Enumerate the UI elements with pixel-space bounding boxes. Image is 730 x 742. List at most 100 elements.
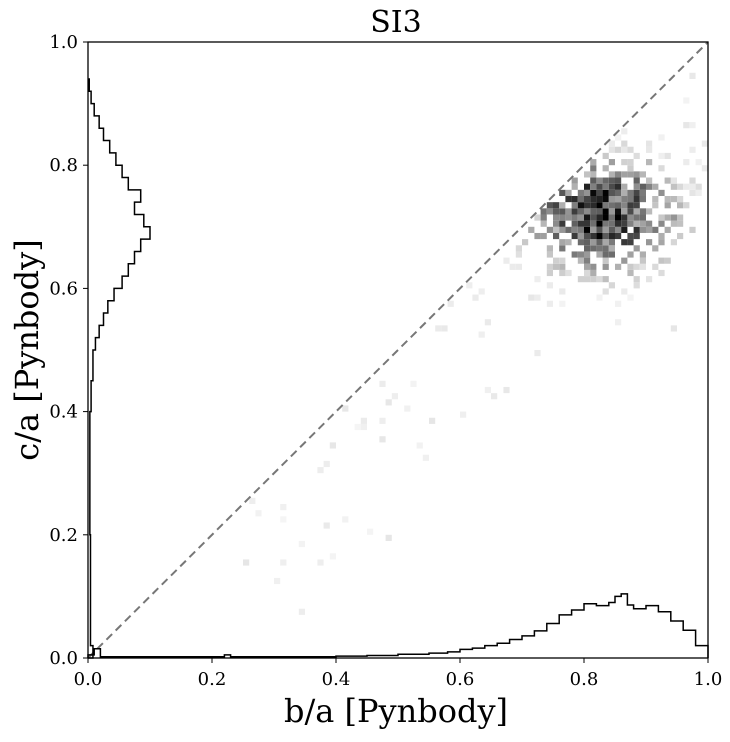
heatmap-cell: [677, 214, 684, 221]
heatmap-cell: [608, 183, 615, 190]
heatmap-cell: [596, 245, 603, 252]
heatmap-cell: [627, 202, 634, 209]
heatmap-cell: [317, 559, 324, 566]
y-axis-label: c/a [Pynbody]: [8, 239, 46, 460]
heatmap-cell: [633, 226, 640, 233]
heatmap-cell: [627, 269, 634, 277]
heatmap-cell: [584, 269, 591, 277]
heatmap-cell: [596, 226, 603, 233]
heatmap-cell: [602, 189, 609, 196]
heatmap-cell: [633, 208, 640, 215]
x-tick-label: 0.2: [198, 669, 227, 690]
heatmap-cell: [534, 276, 541, 283]
heatmap-cell: [627, 189, 634, 196]
heatmap-cell: [571, 196, 578, 203]
heatmap-cell: [658, 214, 665, 221]
heatmap-cell: [695, 159, 702, 166]
x-tick-label: 0.8: [570, 669, 599, 690]
heatmap-cell: [584, 232, 591, 240]
heatmap-cell: [652, 183, 659, 190]
heatmap-cell: [677, 220, 684, 227]
heatmap-cell: [590, 232, 597, 240]
heatmap-cell: [633, 276, 640, 283]
diagonal-layer: [87, 41, 709, 659]
heatmap-cell: [584, 202, 591, 209]
heatmap-cell: [584, 220, 591, 227]
heatmap-cell: [559, 257, 566, 264]
heatmap-cell: [608, 177, 615, 184]
heatmap-cell: [484, 319, 491, 326]
heatmap-cell: [615, 177, 622, 184]
heatmap-cell: [602, 183, 609, 190]
heatmap-cell: [664, 202, 671, 209]
heatmap-cell: [621, 214, 628, 221]
heatmap-cell: [584, 183, 591, 190]
heatmap-cell: [565, 208, 572, 215]
heatmap-cell: [633, 196, 640, 203]
heatmap-cell: [571, 220, 578, 227]
heatmap-cell: [639, 220, 646, 227]
heatmap-cell: [323, 522, 330, 529]
heatmap-cell: [571, 226, 578, 233]
heatmap-cell: [559, 245, 566, 252]
heatmap-cell: [689, 122, 696, 129]
heatmap-cell: [652, 226, 659, 233]
heatmap-cell: [379, 436, 386, 443]
heatmap-cell: [658, 232, 665, 240]
heatmap-cell: [515, 251, 522, 258]
heatmap-cell: [515, 245, 522, 252]
heatmap-cell: [627, 146, 634, 153]
heatmap-cell: [559, 220, 566, 227]
heatmap-cell: [627, 196, 634, 203]
heatmap-cell: [633, 202, 640, 209]
heatmap-cell: [584, 263, 591, 270]
heatmap-cell: [491, 393, 498, 400]
heatmap-cell: [639, 208, 646, 215]
x-tick-label: 0.6: [446, 669, 475, 690]
heatmap-cell: [590, 226, 597, 233]
heatmap-cell: [243, 559, 250, 566]
heatmap-cell: [472, 294, 479, 301]
heatmap-cell: [608, 146, 615, 153]
heatmap-cell: [621, 128, 628, 135]
heatmap-cell: [429, 417, 436, 424]
heatmap-cell: [534, 214, 541, 221]
heatmap-cell: [596, 177, 603, 184]
marginal-layer: [87, 78, 709, 659]
heatmap-cell: [553, 202, 560, 209]
heatmap-cell: [596, 214, 603, 221]
heatmap-cell: [670, 183, 677, 190]
heatmap-cell: [621, 146, 628, 153]
x-axis-label: b/a [Pynbody]: [284, 692, 508, 730]
heatmap-cell: [596, 251, 603, 258]
heatmap-cell: [608, 239, 615, 246]
heatmap-cell: [608, 208, 615, 215]
heatmap-cell: [633, 263, 640, 270]
heatmap-cell: [596, 294, 603, 301]
heatmap-cell: [639, 226, 646, 233]
heatmap-cell: [342, 516, 349, 523]
heatmap-cell: [280, 504, 287, 511]
heatmap-cell: [404, 405, 411, 412]
heatmap-cell: [546, 226, 553, 233]
heatmap-cell: [323, 460, 330, 468]
heatmap-cell: [602, 226, 609, 233]
heatmap-cell: [540, 232, 547, 240]
heatmap-cell: [602, 214, 609, 221]
heatmap-cell: [689, 183, 696, 190]
heatmap-cell: [422, 454, 429, 461]
heatmap-cell: [689, 189, 696, 196]
heatmap-cell: [670, 196, 677, 203]
heatmap-cell: [639, 196, 646, 203]
heatmap-cell: [540, 220, 547, 227]
heatmap-cell: [670, 239, 677, 246]
heatmap-cell: [621, 208, 628, 215]
heatmap-cell: [571, 214, 578, 221]
heatmap-cell: [608, 196, 615, 203]
y-tick-label: 1.0: [49, 32, 78, 53]
heatmap-cell: [602, 152, 609, 160]
heatmap-cell: [627, 159, 634, 166]
heatmap-cell: [608, 282, 615, 289]
heatmap-cell: [677, 202, 684, 209]
heatmap-cell: [670, 177, 677, 184]
